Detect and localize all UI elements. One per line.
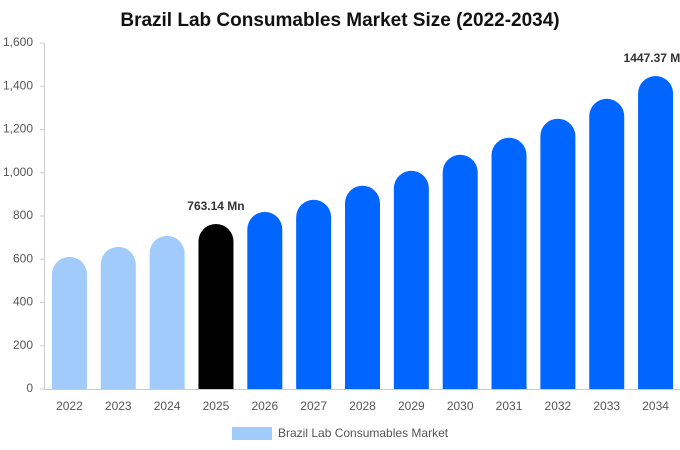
x-tick-label: 2023	[105, 399, 132, 413]
bar	[247, 211, 283, 389]
bar	[345, 185, 380, 389]
x-tick-label: 2030	[447, 399, 474, 413]
bar	[638, 76, 674, 390]
data-label: 763.14 Mn	[187, 199, 244, 213]
bar	[100, 246, 136, 389]
x-tick-label: 2027	[300, 399, 327, 413]
bar	[296, 199, 332, 389]
x-tick-label: 2022	[56, 399, 83, 413]
x-tick-label: 2028	[349, 399, 376, 413]
y-tick-label: 1,400	[3, 78, 33, 92]
x-tick-label: 2026	[251, 399, 278, 413]
bar	[149, 235, 185, 389]
x-tick-label: 2034	[642, 399, 669, 413]
bar	[198, 223, 234, 389]
bar	[393, 170, 429, 389]
x-tick-label: 2024	[154, 399, 181, 413]
data-label: 1447.37 Mn	[624, 51, 680, 65]
chart-title: Brazil Lab Consumables Market Size (2022…	[120, 10, 559, 31]
bar	[442, 154, 478, 389]
bar	[491, 137, 527, 389]
x-tick-label: 2032	[545, 399, 572, 413]
x-tick-label: 2031	[496, 399, 523, 413]
y-tick-label: 1,000	[3, 165, 33, 179]
x-tick-label: 2025	[203, 399, 230, 413]
bar	[540, 118, 576, 390]
legend-swatch	[232, 427, 272, 440]
y-tick-label: 600	[13, 251, 33, 265]
x-tick-label: 2029	[398, 399, 425, 413]
y-tick-label: 0	[26, 381, 33, 395]
y-tick-label: 1,200	[3, 122, 33, 136]
y-tick-label: 400	[13, 295, 33, 309]
y-tick-label: 200	[13, 338, 33, 352]
y-tick-label: 1,600	[3, 35, 33, 49]
bar	[51, 256, 87, 389]
y-tick-label: 800	[13, 208, 33, 222]
bar	[589, 98, 625, 389]
x-tick-label: 2033	[593, 399, 620, 413]
legend-label: Brazil Lab Consumables Market	[278, 426, 449, 440]
